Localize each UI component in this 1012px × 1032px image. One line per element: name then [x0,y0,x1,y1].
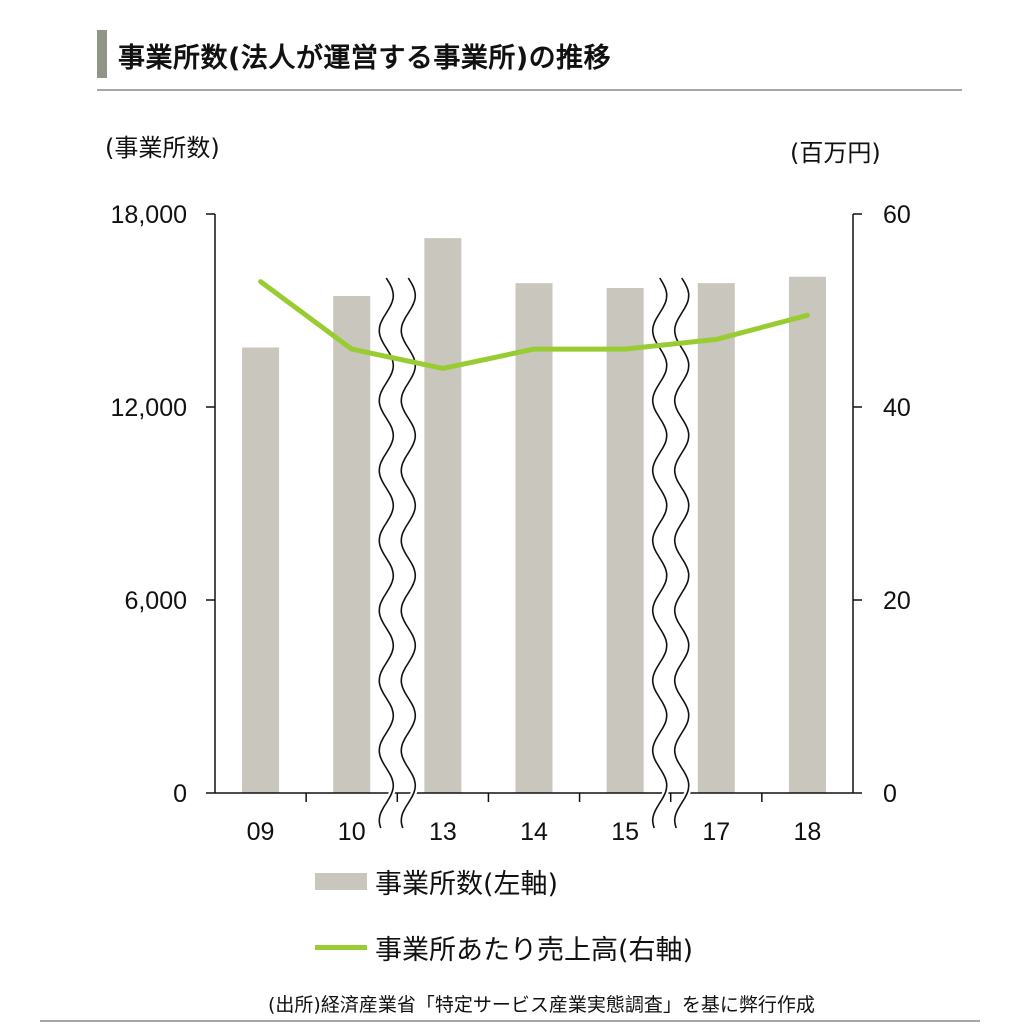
axis-break-line [651,277,668,829]
x-tick-label-17: 17 [702,818,730,846]
right-axis-unit: (百万円) [790,139,881,167]
left-tick-label: 18,000 [111,201,187,229]
title-divider [97,89,962,91]
bar-09 [242,347,280,793]
x-tick-label-15: 15 [611,818,639,846]
right-tick-label: 20 [883,587,911,615]
x-tick-label-18: 18 [794,818,822,846]
bar-15 [606,287,644,793]
sales-per-office-line [258,279,810,371]
source-note: (出所)経済産業省「特定サービス産業実態調査」を基に弊行作成 [268,994,815,1016]
legend-bar-swatch [315,873,367,890]
axis-break-gap [649,276,670,829]
axis-break-gap [671,276,692,829]
title-accent-bar [97,30,107,78]
right-tick-label: 40 [883,394,911,422]
x-tick-label-09: 09 [247,818,275,846]
bar-18 [788,276,826,794]
right-tick-label: 60 [883,201,911,229]
page-title: 事業所数(法人が運営する事業所)の推移 [118,43,612,74]
left-axis-unit: (事業所数) [105,134,220,162]
axis-break-line [673,277,690,829]
legend-line-swatch [315,945,367,950]
left-tick-label: 12,000 [111,394,187,422]
legend-line-label: 事業所あたり売上高(右軸) [375,935,694,966]
axis-break-line [400,277,417,829]
legend-bar-label: 事業所数(左軸) [375,869,559,900]
chart-canvas: 0 6,000 12,000 18,000 0 20 40 60 09 10 13 14 15 17 18 [111,201,911,846]
left-tick-label: 0 [173,780,187,808]
axis-break-line [378,277,395,829]
legend-item-bar: 事業所数(左軸) [315,862,558,901]
x-tick-label-10: 10 [338,818,366,846]
bar-10 [333,296,371,793]
x-tick-label-13: 13 [429,818,457,846]
x-tick-label-14: 14 [520,818,548,846]
bottom-divider [40,1020,980,1022]
bar-14 [515,283,553,793]
right-tick-label: 0 [883,780,897,808]
axis-break-gap [376,276,397,829]
left-tick-label: 6,000 [124,587,187,615]
bar-17 [697,283,735,793]
bar-13 [424,238,462,793]
legend-item-line: 事業所あたり売上高(右軸) [315,928,693,967]
